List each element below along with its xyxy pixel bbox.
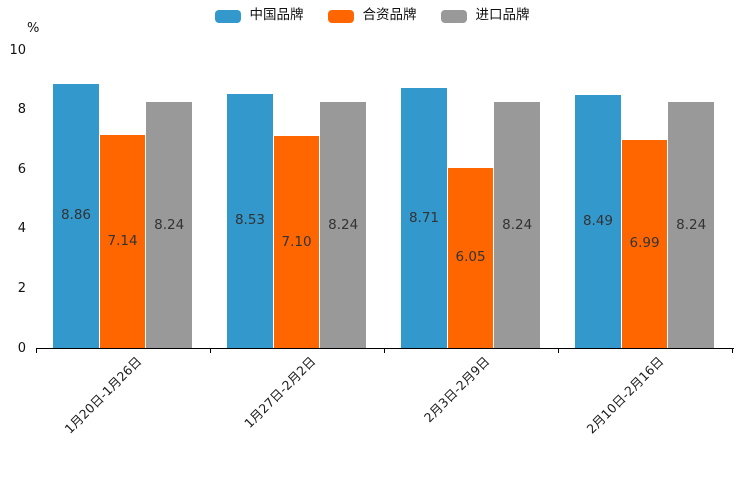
legend-swatch-china-brand-icon (214, 9, 241, 23)
bar-合资品牌-2[interactable] (273, 136, 320, 348)
bar-value-label: 8.71 (408, 209, 440, 226)
x-axis-tick-mark (558, 349, 560, 353)
y-axis-tick-label: 0 (17, 340, 26, 356)
bar-中国品牌-1[interactable] (53, 83, 99, 348)
y-axis-tick-label: 2 (17, 280, 26, 296)
bar-value-label: 7.14 (107, 233, 138, 250)
y-axis-tick-label: 8 (17, 102, 26, 118)
bar-合资品牌-3[interactable] (447, 167, 494, 348)
bar-中国品牌-2[interactable] (227, 93, 273, 348)
bar-value-label: 8.49 (582, 212, 614, 229)
legend-item-joint-venture-brand[interactable]: 合资品牌 (327, 7, 417, 24)
legend-label-china-brand: 中国品牌 (249, 7, 304, 24)
bar-合资品牌-4[interactable] (621, 139, 668, 348)
bar-value-label: 8.86 (60, 207, 92, 224)
x-axis-tick-mark (384, 349, 386, 353)
bar-value-label: 8.24 (328, 216, 359, 233)
bar-中国品牌-3[interactable] (401, 88, 447, 348)
x-axis-label: 2月3日-2月9日 (420, 353, 493, 426)
bar-value-label: 7.10 (281, 233, 312, 250)
x-axis-tick-mark (36, 349, 38, 353)
bar-value-label: 6.99 (629, 235, 660, 252)
y-axis-tick-label: 10 (9, 42, 26, 58)
bar-value-label: 8.53 (234, 212, 266, 229)
x-axis-label: 2月10日-2月16日 (583, 353, 667, 437)
bar-进口品牌-1[interactable] (146, 102, 193, 348)
bar-value-label: 8.24 (676, 216, 707, 233)
x-axis-tick-mark (732, 349, 734, 353)
x-axis-line (36, 348, 734, 350)
bar-value-label: 6.05 (455, 249, 486, 266)
bar-value-label: 8.24 (502, 216, 533, 233)
legend-label-joint-venture-brand: 合资品牌 (362, 7, 417, 24)
bar-合资品牌-1[interactable] (99, 135, 146, 348)
y-axis-tick-label: 4 (17, 221, 26, 237)
y-axis-tick-label: 6 (17, 161, 26, 177)
legend-swatch-joint-venture-brand-icon (327, 9, 354, 23)
legend-item-china-brand[interactable]: 中国品牌 (214, 7, 304, 24)
bar-中国品牌-4[interactable] (575, 94, 621, 348)
bar-进口品牌-3[interactable] (494, 102, 541, 348)
legend-label-import-brand: 进口品牌 (475, 7, 530, 24)
x-axis-tick-mark (210, 349, 212, 353)
legend: 中国品牌 合资品牌 进口品牌 (0, 6, 744, 26)
legend-swatch-import-brand-icon (440, 9, 467, 23)
y-axis-unit-label: % (27, 21, 40, 36)
x-axis-label: 1月27日-2月2日 (240, 353, 319, 431)
legend-item-import-brand[interactable]: 进口品牌 (440, 7, 530, 24)
bar-value-label: 8.24 (154, 216, 185, 233)
bar-进口品牌-4[interactable] (668, 102, 715, 348)
x-axis-label: 1月20日-1月26日 (61, 353, 145, 437)
bar-进口品牌-2[interactable] (320, 102, 367, 348)
